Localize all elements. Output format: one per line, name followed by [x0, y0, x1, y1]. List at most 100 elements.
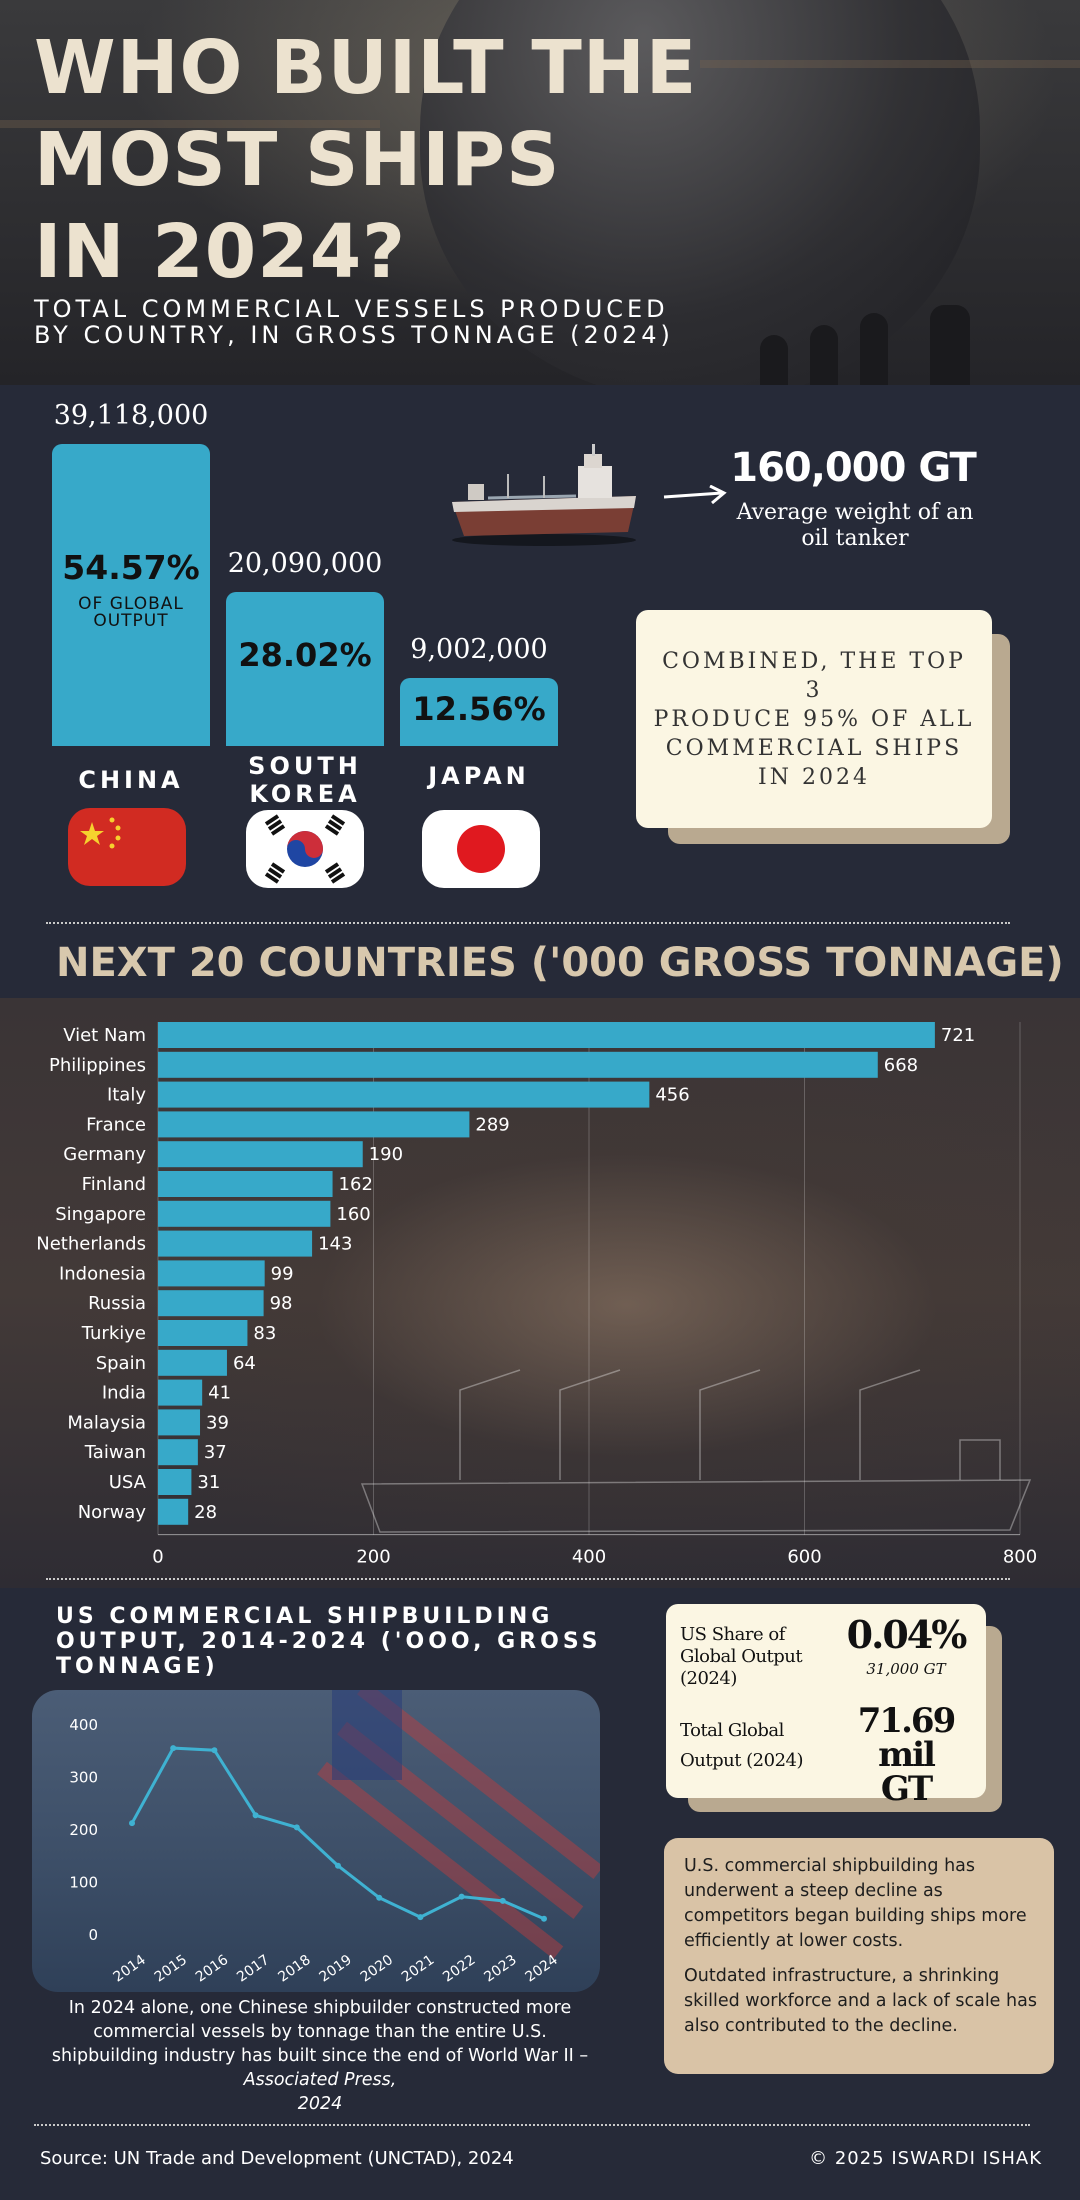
combined-line: COMBINED, THE TOP 3 — [662, 648, 966, 703]
us-title-line: US COMMERCIAL SHIPBUILDING — [56, 1604, 554, 1629]
category-label: Netherlands — [36, 1234, 146, 1255]
crane-outline — [559, 1369, 621, 1480]
x-tick-label: 400 — [572, 1547, 606, 1568]
china-pct-note: OF GLOBAL OUTPUT — [52, 596, 210, 630]
category-label: Singapore — [55, 1204, 146, 1225]
category-label: Germany — [63, 1144, 146, 1165]
value-label: 83 — [253, 1323, 276, 1344]
us-flag-background — [32, 1690, 600, 1992]
bar — [158, 1111, 470, 1138]
subtitle-line: TOTAL COMMERCIAL VESSELS PRODUCED — [34, 295, 669, 323]
value-label: 37 — [204, 1442, 227, 1463]
us-share-sub: 31,000 GT — [866, 1660, 946, 1678]
ship-bridge-outline — [959, 1439, 1001, 1480]
worker-silhouette — [930, 305, 970, 385]
south-korea-bar — [226, 592, 384, 746]
bar — [158, 1439, 198, 1466]
bar — [158, 1022, 935, 1048]
x-tick-label: 2015 — [152, 1952, 190, 1986]
country-line: SOUTH — [248, 752, 362, 780]
cargo-ship-outline — [360, 1369, 1032, 1533]
japan-flag-icon — [422, 810, 540, 888]
china-pct: 54.57% — [62, 548, 200, 587]
china-value: 39,118,000 — [53, 400, 209, 431]
us-share-value: 0.04% — [846, 1612, 968, 1657]
bar — [158, 1498, 189, 1525]
y-tick-label: 300 — [69, 1769, 98, 1787]
category-label: Taiwan — [84, 1442, 146, 1463]
data-point — [170, 1745, 177, 1752]
x-tick-label: 2017 — [234, 1952, 272, 1986]
arrow-right-icon — [662, 484, 728, 505]
oil-tanker-image — [448, 440, 640, 548]
crane-outline — [859, 1369, 921, 1480]
japan-pct: 12.56% — [412, 690, 546, 728]
hero-banner: WHO BUILT THE MOST SHIPS IN 2024? TOTAL … — [0, 0, 1080, 385]
bar — [158, 1230, 313, 1257]
data-point — [376, 1894, 383, 1901]
note-line: OUTPUT — [93, 611, 169, 631]
data-point — [293, 1824, 300, 1831]
value-label: 160 — [336, 1204, 370, 1225]
china-flag-icon — [68, 808, 186, 886]
category-label: Spain — [96, 1353, 146, 1374]
value-line: GT — [880, 1769, 933, 1809]
worker-silhouette — [860, 313, 888, 385]
data-point — [499, 1897, 506, 1904]
copyright-text: © 2025 ISWARDI ISHAK — [809, 2148, 1042, 2169]
bar — [158, 1200, 331, 1227]
bar — [158, 1171, 333, 1197]
japan-bar — [400, 678, 558, 746]
tanker-weight-value: 160,000 GT — [730, 445, 977, 491]
country-label-japan: JAPAN — [428, 762, 530, 790]
value-line: 71.69 mil — [857, 1701, 956, 1775]
value-label: 162 — [339, 1174, 373, 1195]
y-tick-label: 100 — [69, 1874, 98, 1892]
bar — [158, 1409, 201, 1436]
dotted-divider — [46, 922, 1010, 924]
flag-canton — [332, 1690, 402, 1780]
x-tick-label: 2018 — [275, 1952, 313, 1986]
value-label: 98 — [270, 1293, 293, 1314]
data-point — [335, 1862, 341, 1869]
ship-hull-outline — [360, 1479, 1032, 1533]
country-label-china: CHINA — [78, 766, 184, 794]
category-label: India — [102, 1383, 146, 1404]
us-title-line: OUTPUT, 2014-2024 ('OOO, GROSS — [56, 1629, 602, 1654]
south-korea-flag-icon — [246, 810, 364, 888]
next20-bar-chart: 0 200 400 600 800 Viet Nam 721 Philippines 668 It… — [36, 1022, 1037, 1568]
tanker-weight-caption: Average weight of an oil tanker — [730, 500, 980, 552]
total-output-value: 71.69 mil GT — [826, 1704, 986, 1806]
bar — [158, 1469, 192, 1495]
value-label: 721 — [941, 1025, 975, 1046]
quote-text: In 2024 alone, one Chinese shipbuilder c… — [40, 1996, 600, 2116]
value-label: 31 — [197, 1472, 220, 1493]
worker-silhouette — [810, 325, 838, 385]
caption-line: oil tanker — [801, 526, 909, 551]
value-label: 289 — [475, 1114, 509, 1135]
label-line: (2024) — [680, 1668, 737, 1689]
page-title: WHO BUILT THE MOST SHIPS IN 2024? — [34, 22, 697, 298]
x-tick-label: 2023 — [481, 1952, 519, 1986]
bar — [158, 1260, 265, 1287]
category-label: Italy — [107, 1085, 146, 1106]
value-label: 143 — [318, 1234, 352, 1255]
combined-text: COMBINED, THE TOP 3 PRODUCE 95% OF ALL C… — [636, 610, 992, 828]
value-label: 41 — [208, 1383, 231, 1404]
x-tick-label: 2022 — [440, 1952, 478, 1986]
caption-line: Average weight of an — [736, 500, 974, 525]
category-label: Malaysia — [67, 1412, 146, 1433]
x-tick-label: 800 — [1003, 1547, 1037, 1568]
decline-paragraph-2: Outdated infrastructure, a shrinking ski… — [684, 1966, 1037, 2036]
source-text: Source: UN Trade and Development (UNCTAD… — [40, 2148, 514, 2169]
japan-value: 9,002,000 — [410, 634, 548, 665]
category-label: Norway — [78, 1502, 147, 1523]
label-line: US Share of — [680, 1624, 785, 1645]
bar — [158, 1349, 227, 1376]
scaffold-beam — [700, 60, 1080, 68]
data-point — [129, 1820, 135, 1827]
subtitle-line: BY COUNTRY, IN GROSS TONNAGE (2024) — [34, 321, 674, 349]
worker-silhouette — [760, 335, 788, 385]
